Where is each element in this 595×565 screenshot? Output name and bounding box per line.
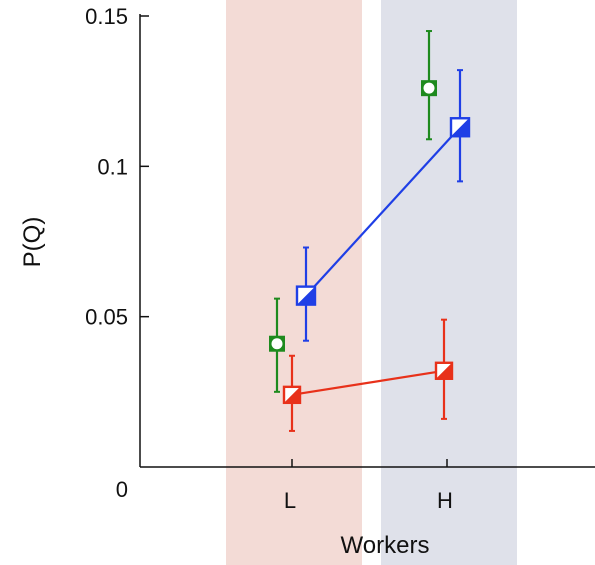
band-H (381, 0, 517, 565)
x-axis-label: Workers (341, 532, 430, 559)
series-layer (269, 30, 471, 432)
series-2 (282, 318, 454, 432)
y-tick-label: 0.1 (97, 154, 128, 179)
data-point-inner (423, 82, 435, 94)
data-point-inner (271, 338, 283, 350)
series-line (305, 126, 461, 297)
axes (139, 14, 595, 468)
band-L (226, 0, 362, 565)
marker-fill (297, 286, 315, 305)
data-point (434, 361, 454, 380)
marker-fill (436, 362, 452, 379)
x-tick-label: H (437, 488, 453, 513)
y-tick-label: 0.05 (85, 305, 128, 330)
ticks: 0 0.05 0.1 0.15 L H (85, 4, 453, 513)
data-point (282, 385, 302, 405)
series-0 (269, 30, 437, 393)
y-tick-label: 0 (116, 477, 128, 502)
y-axis-label: P(Q) (19, 217, 46, 268)
marker-fill (451, 118, 469, 137)
y-tick-label: 0.15 (85, 4, 128, 29)
series-line (291, 369, 445, 396)
series-1 (295, 69, 471, 342)
category-bands (226, 0, 517, 565)
data-point (295, 285, 317, 306)
marker-fill (284, 386, 300, 403)
data-point (449, 117, 471, 138)
x-tick-label: L (284, 488, 296, 513)
